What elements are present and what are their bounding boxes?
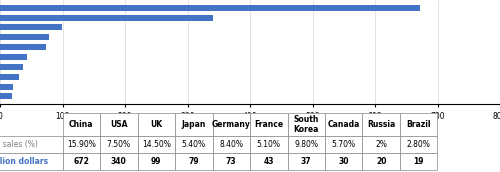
Bar (0, 5, 420, 11)
Bar (0, 64, 23, 70)
Bar (0, 93, 12, 99)
Bar (0, 74, 19, 80)
Bar (0, 54, 27, 60)
Bar (0, 84, 12, 90)
Bar (0, 15, 212, 20)
Bar (0, 34, 50, 40)
Bar (0, 44, 46, 50)
Bar (0, 24, 62, 30)
